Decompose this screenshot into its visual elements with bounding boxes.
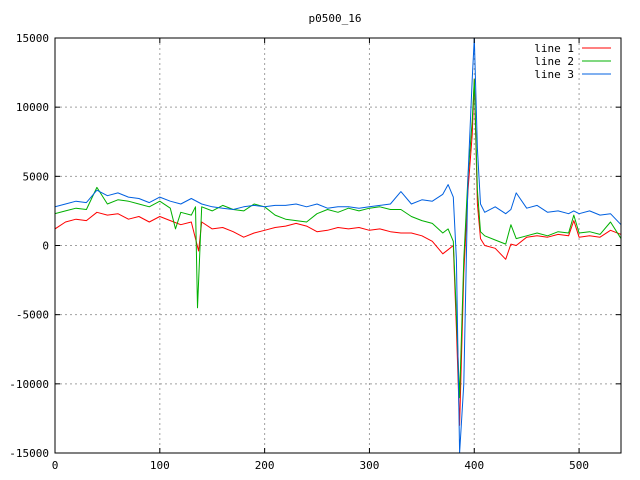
x-tick-label: 0 xyxy=(52,459,59,472)
series-line-3 xyxy=(55,38,621,453)
x-tick-label: 100 xyxy=(150,459,170,472)
y-tick-label: 15000 xyxy=(16,32,49,45)
y-tick-label: -5000 xyxy=(16,309,49,322)
y-tick-label: -10000 xyxy=(9,378,49,391)
series-layer xyxy=(55,38,621,453)
chart-title: p0500_16 xyxy=(309,12,362,25)
y-tick-label: 0 xyxy=(42,240,49,253)
x-tick-label: 300 xyxy=(360,459,380,472)
y-tick-label: 5000 xyxy=(23,170,50,183)
y-tick-label: -15000 xyxy=(9,447,49,460)
y-tick-label: 10000 xyxy=(16,101,49,114)
grid-lines xyxy=(55,38,621,453)
legend-label-1: line 1 xyxy=(534,42,574,55)
series-line-1 xyxy=(55,79,621,426)
axis-ticks: 0 100 200 300 400 500 -15000 -10000 -5000 0 5000 10… xyxy=(9,32,621,472)
legend-label-2: line 2 xyxy=(534,55,574,68)
legend-label-3: line 3 xyxy=(534,68,574,81)
series-line-2 xyxy=(55,79,621,399)
x-tick-label: 200 xyxy=(255,459,275,472)
x-tick-label: 400 xyxy=(464,459,484,472)
x-tick-label: 500 xyxy=(569,459,589,472)
